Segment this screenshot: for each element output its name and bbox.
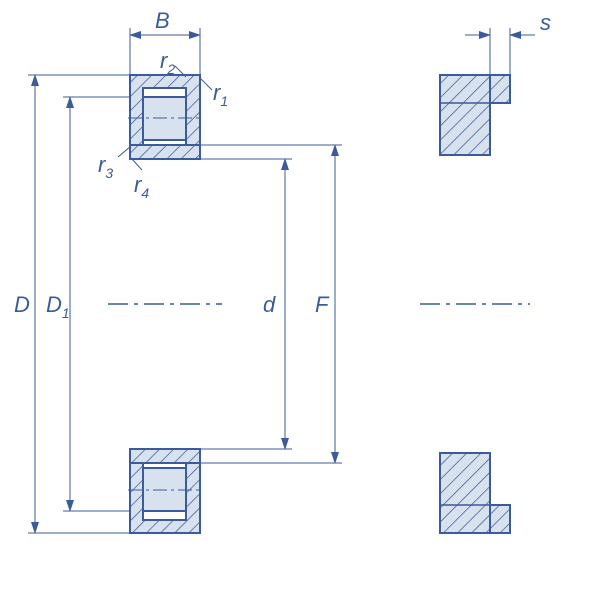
label-d: d bbox=[263, 292, 276, 317]
label-F: F bbox=[315, 292, 330, 317]
label-B: B bbox=[155, 8, 170, 33]
label-s: s bbox=[540, 10, 551, 35]
label-D: D bbox=[14, 292, 30, 317]
bearing-diagram: D D1 B d F s r1 r2 r3 r4 bbox=[0, 0, 600, 600]
